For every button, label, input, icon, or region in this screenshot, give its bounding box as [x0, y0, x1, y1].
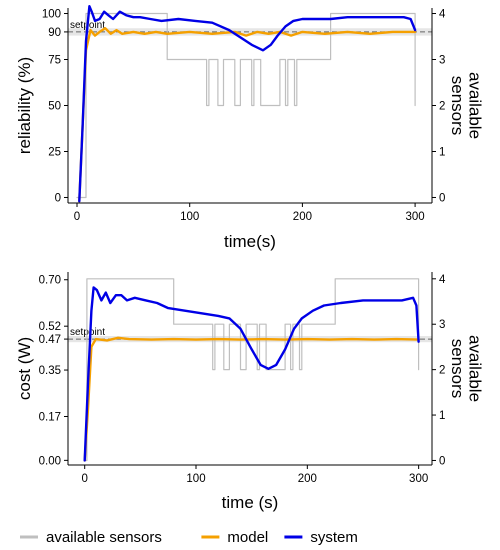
series-line-system	[83, 286, 420, 462]
y2-axis-title-part: sensors	[448, 339, 467, 399]
series-line-available-sensors	[76, 12, 416, 199]
y2-tick-label: 4	[439, 9, 446, 21]
x-tick-label: 100	[186, 473, 205, 485]
y-tick-label: 25	[48, 146, 61, 158]
y-axis-title: cost (W)	[15, 337, 34, 400]
setpoint-band	[68, 28, 432, 36]
x-tick-label: 100	[180, 211, 199, 223]
y2-tick-label: 1	[439, 146, 445, 158]
y2-axis-title: availablesensors	[448, 335, 485, 402]
y2-tick-label: 3	[439, 319, 445, 331]
y-tick-label: 50	[48, 101, 61, 113]
y2-axis-title-part: sensors	[448, 76, 467, 136]
y-tick-label: 0.47	[39, 334, 61, 346]
x-axis-title: time (s)	[222, 493, 279, 512]
y2-axis-title-part: available	[466, 335, 485, 402]
legend-label-model: model	[227, 529, 268, 546]
legend-label-system: system	[310, 529, 358, 546]
series-line-model	[78, 27, 417, 203]
x-tick-label: 0	[74, 211, 80, 223]
x-tick-label: 300	[406, 211, 425, 223]
y2-axis-title-part: available	[466, 72, 485, 139]
series-line-available-sensors	[84, 278, 420, 462]
y-tick-label: 0.70	[39, 275, 61, 287]
y-tick-label: 0.52	[39, 321, 61, 333]
x-axis-title: time(s)	[224, 232, 276, 251]
y-tick-label: 100	[42, 9, 61, 21]
x-tick-label: 0	[81, 473, 87, 485]
y-tick-label: 0.17	[39, 411, 61, 423]
series-line-model	[83, 336, 420, 462]
y2-tick-label: 4	[439, 274, 446, 286]
y2-tick-label: 0	[439, 455, 445, 467]
setpoint-label: setpoint	[70, 327, 105, 338]
x-tick-label: 300	[409, 473, 428, 485]
y-tick-label: 0.35	[39, 365, 61, 377]
y2-tick-label: 1	[439, 410, 445, 422]
y2-tick-label: 0	[439, 192, 445, 204]
x-tick-label: 200	[293, 211, 312, 223]
y2-tick-label: 2	[439, 365, 445, 377]
y2-tick-label: 3	[439, 55, 445, 67]
series-line-system	[78, 5, 417, 203]
legend-label-available-sensors: available sensors	[46, 529, 162, 546]
y-axis-title: reliability (%)	[15, 57, 34, 154]
y-tick-label: 75	[48, 55, 61, 67]
y2-tick-label: 2	[439, 101, 445, 113]
y-tick-label: 90	[48, 27, 61, 39]
y-tick-label: 0	[55, 192, 61, 204]
x-tick-label: 200	[298, 473, 317, 485]
y-tick-label: 0.00	[39, 455, 61, 467]
y2-axis-title: availablesensors	[448, 72, 485, 139]
